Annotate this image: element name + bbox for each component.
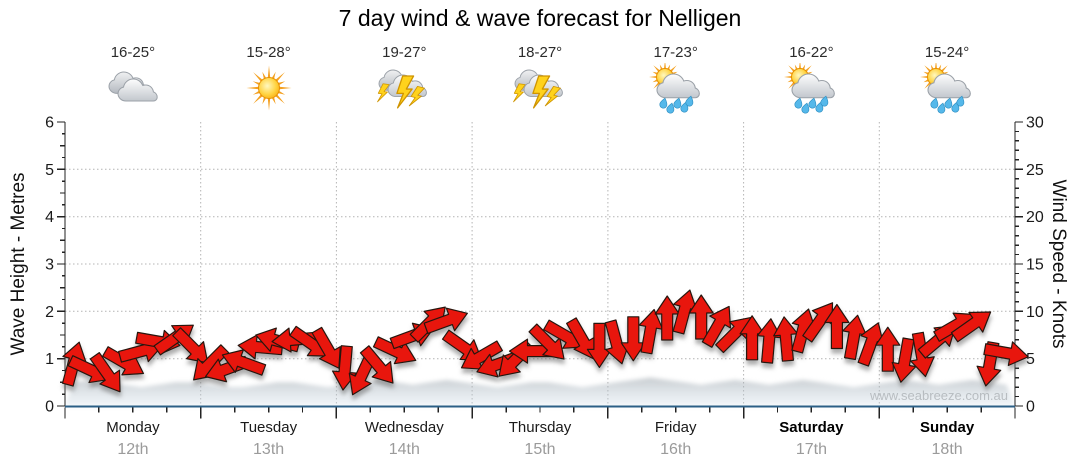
right-tick-label: 20 (1026, 209, 1044, 226)
right-tick-label: 0 (1026, 399, 1035, 416)
wind-arrow (756, 318, 782, 364)
temp-range-label: 19-27° (382, 44, 427, 61)
wind-arrow (620, 316, 646, 362)
day-date-label: 15th (524, 441, 556, 458)
wave-height-area (65, 377, 1015, 406)
wind-arrow (739, 315, 765, 361)
left-tick-label: 6 (45, 115, 54, 132)
right-tick-label: 10 (1026, 304, 1044, 321)
wind-arrows (61, 289, 1029, 396)
wind-arrow (654, 295, 680, 341)
wind-arrow (842, 314, 867, 361)
wind-arrow (460, 340, 504, 370)
day-date-label: 13th (253, 441, 285, 458)
wind-arrow (311, 326, 341, 369)
wind-arrow (891, 337, 917, 383)
day-date-label: 14th (388, 441, 420, 458)
cloudy-icon (108, 71, 158, 102)
wind-arrow (221, 349, 267, 376)
right-tick-label: 5 (1026, 351, 1035, 368)
wind-arrow (857, 322, 885, 367)
wind-arrow (983, 341, 1029, 367)
wind-arrow (359, 345, 394, 384)
y-axis-right: 0 5 10 15 20 25 30 (1014, 115, 1044, 416)
left-tick-label: 1 (45, 351, 54, 368)
wind-arrow (824, 303, 850, 350)
day-date-label: 12th (117, 441, 149, 458)
day-name-label: Wednesday (364, 419, 444, 436)
sun-shower-icon (919, 60, 971, 114)
day-date-label: 18th (931, 441, 963, 458)
wind-arrow (89, 352, 121, 393)
weather-icon-slot (106, 63, 160, 115)
temp-range-label: 17-23° (653, 44, 698, 61)
right-tick-label: 25 (1026, 162, 1044, 179)
weather-icon-slot (648, 60, 703, 115)
left-tick-label: 0 (45, 399, 54, 416)
temp-range-label: 15-24° (924, 44, 970, 61)
day-date-label: 16th (660, 441, 692, 458)
sunny-icon (246, 65, 292, 111)
wind-arrow (950, 311, 992, 343)
storm-icon (513, 69, 563, 109)
wind-arrow (701, 305, 732, 348)
day-date-label: 17th (795, 441, 827, 458)
weather-icon-slot (919, 60, 974, 115)
wind-arrow (791, 308, 817, 354)
weather-icon-slot (242, 63, 296, 115)
wind-arrow (638, 308, 664, 355)
wind-arrow (528, 323, 565, 360)
temp-range-label: 16-22° (789, 44, 834, 61)
day-name-label: Monday (106, 419, 160, 436)
day-name-label: Thursday (508, 419, 572, 436)
weather-icon-slot (377, 63, 431, 115)
chart-title: 7 day wind & wave forecast for Nelligen (338, 5, 742, 31)
left-tick-label: 5 (45, 162, 54, 179)
right-tick-label: 15 (1026, 257, 1044, 274)
day-name-label: Sunday (920, 419, 975, 436)
day-name-label: Friday (654, 419, 697, 436)
wind-arrow (672, 289, 698, 335)
temp-range-label: 18-27° (517, 44, 563, 61)
weather-icon-slot (783, 60, 838, 115)
right-tick-label: 30 (1026, 115, 1044, 132)
wind-arrow (423, 307, 468, 335)
left-tick-label: 4 (45, 209, 54, 226)
x-axis (64, 405, 1016, 419)
day-name-label: Saturday (779, 419, 844, 436)
wind-arrow (875, 326, 901, 372)
sun-shower-icon (648, 60, 700, 114)
storm-icon (377, 69, 428, 109)
weather-icon-slot (513, 63, 567, 115)
temp-range-label: 16-25° (110, 44, 156, 61)
temp-range-label: 15-28° (246, 44, 291, 61)
day-name-label: Tuesday (240, 419, 298, 436)
y-axis-left: 0 1 2 3 4 5 6 (45, 115, 66, 416)
sun-shower-icon (783, 60, 836, 114)
left-tick-label: 3 (45, 257, 54, 274)
left-tick-label: 2 (45, 304, 54, 321)
wind-arrow (566, 317, 596, 360)
